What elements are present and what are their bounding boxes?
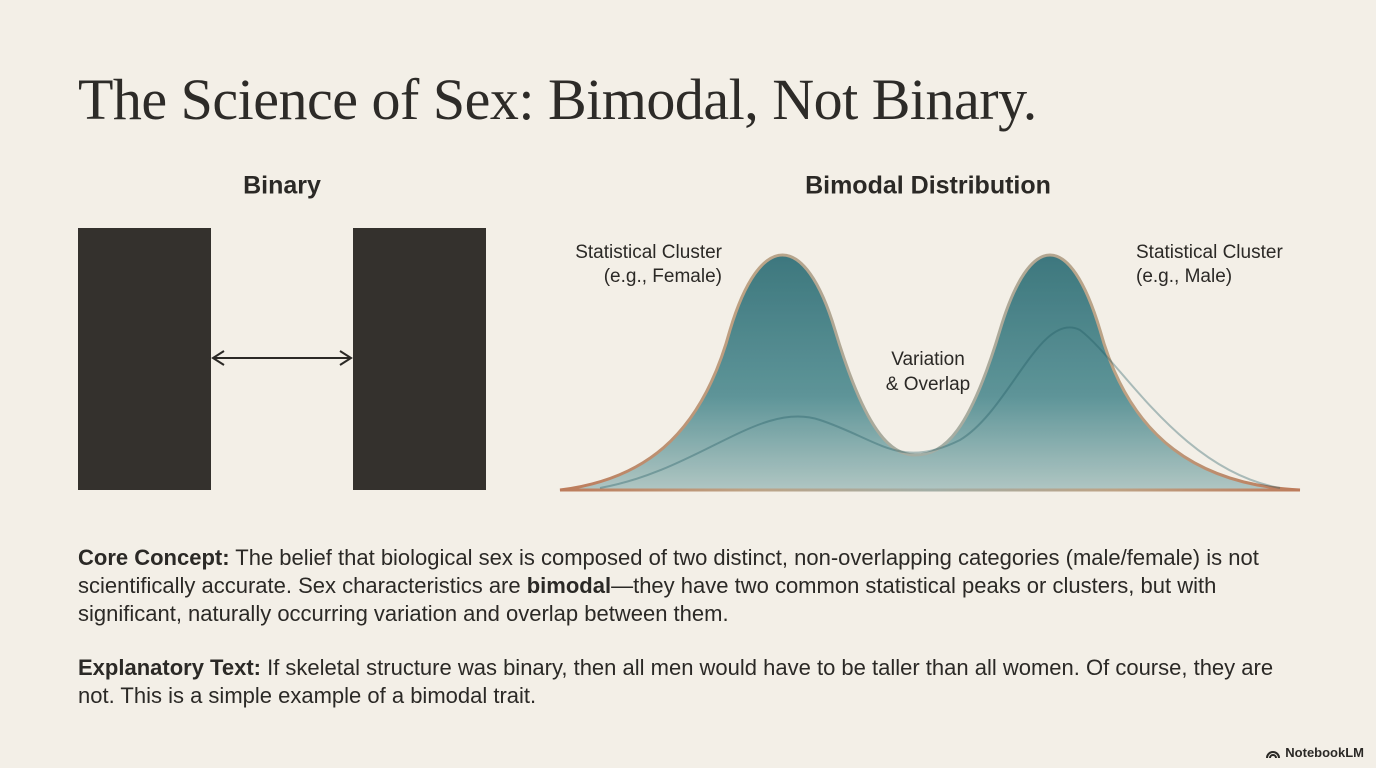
binary-block bbox=[78, 228, 211, 490]
cluster-label: Statistical Cluster bbox=[1136, 242, 1283, 263]
double-arrow bbox=[211, 350, 353, 366]
section-heading: Binary bbox=[243, 172, 321, 200]
brand: NotebookLM bbox=[1285, 745, 1364, 760]
text: —they have two common statistical peaks … bbox=[78, 573, 1217, 626]
overlap-curve bbox=[599, 326, 1281, 489]
explanatory-text: Explanatory Text: If skeletal structure … bbox=[78, 654, 1308, 710]
label: Explanatory Text: bbox=[78, 655, 261, 680]
emphasis: bimodal bbox=[526, 573, 612, 598]
cluster-label: Statistical Cluster bbox=[575, 242, 722, 263]
slide-title: The Science of Sex: Bimodal, Not Binary. bbox=[78, 67, 1037, 132]
binary-block bbox=[353, 228, 486, 490]
cluster-label: (e.g., Male) bbox=[1136, 266, 1232, 287]
bimodal-curve bbox=[559, 253, 1301, 492]
section-heading: Bimodal Distribution bbox=[805, 172, 1051, 200]
logo-icon bbox=[1266, 750, 1281, 758]
diagram: Binary Bimodal Distribution Statistical … bbox=[78, 172, 1301, 492]
label: Core Concept: bbox=[78, 545, 230, 570]
footer: NotebookLM bbox=[1265, 745, 1364, 760]
text: The belief that biological sex is compos… bbox=[78, 545, 1259, 598]
overlap-label: Variation bbox=[891, 349, 965, 370]
text: If skeletal structure was binary, then a… bbox=[78, 655, 1274, 708]
curve-labels: Statistical Cluster (e.g., Female) Stati… bbox=[575, 242, 1283, 395]
overlap-label: & Overlap bbox=[886, 374, 970, 395]
core-concept: Core Concept: The belief that biological… bbox=[78, 544, 1308, 628]
cluster-label: (e.g., Female) bbox=[604, 266, 722, 287]
